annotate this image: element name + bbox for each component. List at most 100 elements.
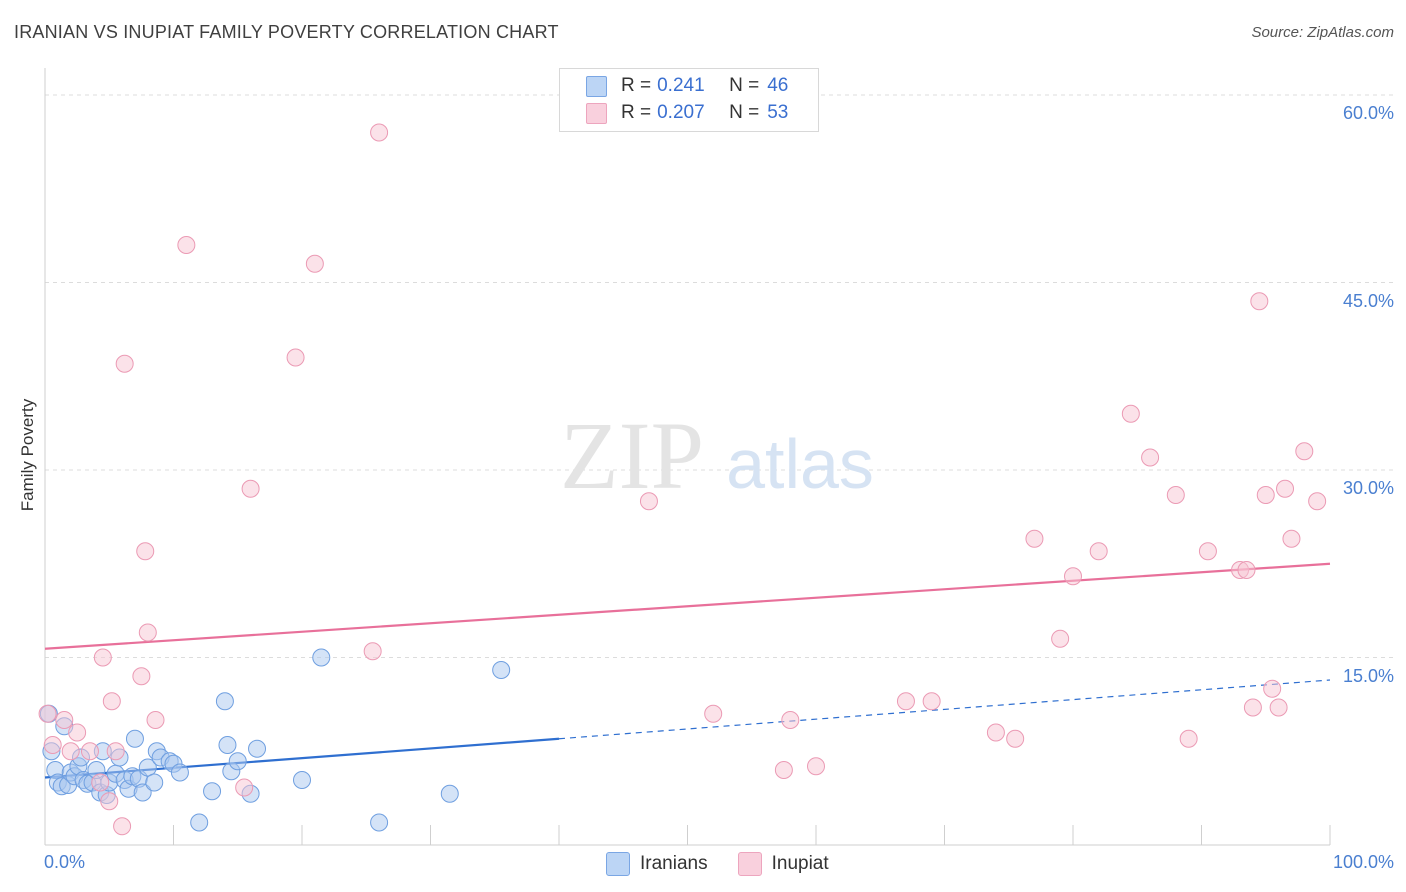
legend-n-value: 53 [767,102,789,123]
point-inupiat [136,542,155,561]
point-inupiat [80,742,99,761]
legend-r-value: 0.241 [657,75,705,96]
bottom-legend-swatch-iranians [606,852,630,876]
point-inupiat [781,711,800,729]
point-inupiat [370,123,389,142]
point-inupiat [61,742,80,761]
point-inupiat [177,236,196,254]
point-inupiat [241,479,260,498]
point-inupiat [115,354,134,373]
point-inupiat [1006,729,1025,748]
chart-title: IRANIAN VS INUPIAT FAMILY POVERTY CORREL… [14,22,559,42]
point-inupiat [1064,567,1082,586]
point-inupiat [896,692,915,711]
y-tick-label: 15.0% [1342,665,1394,686]
point-inupiat [1269,698,1288,717]
point-inupiat [704,704,723,723]
y-tick-label: 45.0% [1342,290,1394,311]
point-inupiat [1276,479,1295,498]
legend-n-label: N = [729,102,760,123]
legend-swatch-iranians [586,75,607,97]
bottom-legend-swatch-inupiat [737,852,762,876]
x-tick-min: 0.0% [44,852,86,872]
legend-swatch-inupiat [586,102,607,124]
point-inupiat [1308,492,1327,511]
point-inupiat [1051,629,1070,648]
point-inupiat [1179,729,1198,748]
point-inupiat [113,817,132,836]
point-inupiat [43,736,62,754]
point-inupiat [68,723,87,742]
watermark-zip: ZIP [560,402,704,509]
legend-r-value: 0.207 [657,102,705,123]
bottom-legend-iranians: Iranians [606,852,708,876]
point-inupiat [1121,404,1140,423]
point-iranians [492,661,511,679]
point-iranians [215,692,234,711]
point-inupiat [1243,698,1262,717]
point-inupiat [807,757,825,776]
source-label: Source: ZipAtlas.com [1251,24,1394,41]
point-iranians [145,773,164,792]
point-iranians [248,739,267,758]
point-inupiat [1025,529,1044,548]
legend-n-value: 46 [767,75,789,96]
point-inupiat [1166,486,1185,504]
point-iranians [228,752,247,771]
legend-row-inupiat: R = 0.207 N = 53 [586,101,788,125]
point-inupiat [1282,529,1301,548]
point-iranians [312,648,331,667]
point-iranians [218,736,237,754]
trendline-inupiat [44,562,1331,650]
point-iranians [138,758,157,777]
point-inupiat [639,492,658,511]
bottom-legend-label-iranians: Iranians [640,853,708,874]
point-iranians [370,813,389,832]
point-inupiat [986,723,1005,742]
point-inupiat [363,642,382,661]
point-inupiat [1256,486,1275,504]
point-inupiat [1141,448,1160,467]
point-inupiat [146,711,165,729]
bottom-legend-label-inupiat: Inupiat [771,853,829,874]
y-tick-label: 60.0% [1342,103,1394,123]
point-inupiat [93,648,112,667]
bottom-legend-inupiat: Inupiat [737,852,829,876]
point-inupiat [1089,542,1108,561]
point-iranians [125,729,144,748]
legend-r-label: R = [621,102,652,123]
point-inupiat [38,704,57,723]
point-inupiat [138,623,157,642]
point-inupiat [922,692,941,711]
point-iranians [203,782,222,801]
bottom-legend: Iranians Inupiat [606,852,859,876]
trendline-iranians [558,679,1331,740]
point-inupiat [1295,442,1314,461]
point-iranians [293,771,311,789]
point-inupiat [305,254,324,273]
legend-r-label: R = [621,75,652,96]
point-inupiat [100,792,119,811]
point-iranians [133,783,152,802]
watermark-atlas: atlas [726,425,874,503]
point-iranians [440,784,459,803]
point-inupiat [102,692,121,711]
watermark: ZIP atlas [560,402,874,509]
point-inupiat [1237,561,1256,579]
point-inupiat [55,711,74,729]
trend-layer [44,562,1331,779]
point-inupiat [132,667,151,686]
point-layer [38,123,1327,836]
legend-row-iranians: R = 0.241 N = 46 [586,74,788,98]
point-inupiat [1263,679,1282,698]
point-inupiat [235,778,254,797]
point-inupiat [286,348,305,367]
point-inupiat [1198,542,1217,561]
point-inupiat [1250,292,1269,311]
point-iranians [190,813,209,832]
point-inupiat [91,773,110,792]
point-inupiat [774,761,793,779]
point-iranians [170,763,189,782]
y-tick-label: 30.0% [1342,478,1394,498]
